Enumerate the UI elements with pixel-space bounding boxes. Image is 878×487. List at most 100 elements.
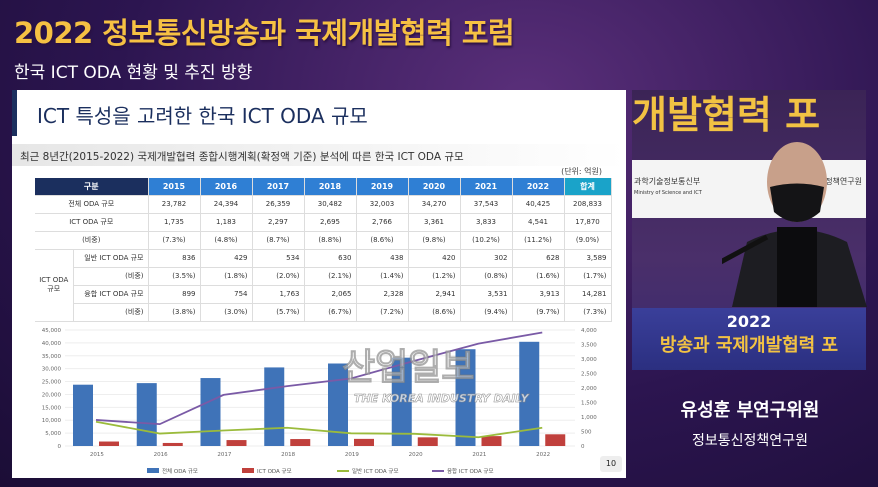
table-cell: 534 bbox=[252, 249, 305, 268]
table-cell: 30,482 bbox=[304, 195, 357, 214]
row-label: ICT ODA 규모 bbox=[35, 213, 149, 232]
table-cell: (1.6%) bbox=[512, 267, 565, 286]
y-tick-label: 0 bbox=[58, 444, 62, 450]
y-tick-label: 30,000 bbox=[42, 367, 62, 373]
table-cell: 3,833 bbox=[460, 213, 513, 232]
x-tick-label: 2018 bbox=[281, 452, 295, 458]
table-cell: (9.0%) bbox=[564, 231, 612, 250]
x-tick-label: 2022 bbox=[536, 452, 550, 458]
bar-ict-oda bbox=[545, 434, 566, 446]
table-cell: 1,183 bbox=[200, 213, 253, 232]
header-cell: 2021 bbox=[460, 178, 513, 196]
table-cell: (8.6%) bbox=[356, 231, 409, 250]
table-cell: 4,541 bbox=[512, 213, 565, 232]
header-cell: 2018 bbox=[304, 178, 357, 196]
table-cell: 429 bbox=[200, 249, 253, 268]
table-cell: 14,281 bbox=[564, 285, 612, 304]
table-row: ICT ODA 규모 1,735 1,183 2,297 2,695 2,766 3,361… bbox=[35, 213, 612, 232]
table-cell: (8.6%) bbox=[408, 303, 461, 322]
video-banner: 개발협력 포 bbox=[632, 93, 821, 137]
bar-total-oda bbox=[455, 349, 476, 446]
table-cell: (3.8%) bbox=[148, 303, 201, 322]
slide-subtitle: 최근 8년간(2015-2022) 국제개발협력 종합시행계획(확정액 기준) … bbox=[12, 144, 626, 166]
table-cell: (7.2%) bbox=[356, 303, 409, 322]
x-tick-label: 2020 bbox=[409, 452, 423, 458]
table-cell: (11.2%) bbox=[512, 231, 565, 250]
y2-tick-label: 1,000 bbox=[581, 415, 597, 421]
x-tick-label: 2019 bbox=[345, 452, 359, 458]
table-cell: (3.0%) bbox=[200, 303, 253, 322]
y2-tick-label: 2,000 bbox=[581, 386, 597, 392]
table-cell: (2.0%) bbox=[252, 267, 305, 286]
table-cell: (3.5%) bbox=[148, 267, 201, 286]
x-tick-label: 2017 bbox=[217, 452, 231, 458]
table-cell: 420 bbox=[408, 249, 461, 268]
row-label: (비중) bbox=[35, 231, 149, 250]
watermark-sub: THE KOREA INDUSTRY DAILY bbox=[354, 392, 529, 406]
y2-tick-label: 4,000 bbox=[581, 328, 597, 334]
row-label: (비중) bbox=[73, 303, 149, 322]
table-row: (비중) (3.8%) (3.0%) (5.7%) (6.7%) (7.2%) (8.6%)… bbox=[35, 303, 612, 322]
table-cell: 2,695 bbox=[304, 213, 357, 232]
table-cell: (9.7%) bbox=[512, 303, 565, 322]
table-cell: 2,065 bbox=[304, 285, 357, 304]
speaker-video: 개발협력 포 과학기술정보통신부 Ministry of Science and… bbox=[632, 90, 867, 370]
board-left-sub: Ministry of Science and ICT bbox=[634, 190, 702, 196]
board-right: 보통신정책연구원 bbox=[803, 177, 862, 186]
x-tick-label: 2015 bbox=[90, 452, 104, 458]
y-tick-label: 5,000 bbox=[45, 431, 61, 437]
table-row: 전체 ODA 규모 23,782 24,394 26,359 30,482 32,003 3… bbox=[35, 195, 612, 214]
header-cell: 2015 bbox=[148, 178, 201, 196]
y2-tick-label: 0 bbox=[581, 444, 585, 450]
table-cell: 26,359 bbox=[252, 195, 305, 214]
bar-ict-oda bbox=[99, 441, 119, 446]
table-header-row: 구분 2015 2016 2017 2018 2019 2020 2021 2022 합계 bbox=[35, 178, 612, 196]
bar-ict-oda bbox=[354, 438, 374, 446]
table-cell: 2,941 bbox=[408, 285, 461, 304]
table-row: (비중) (3.5%) (1.8%) (2.0%) (2.1%) (1.4%) (1.2%)… bbox=[35, 267, 612, 286]
table-cell: (9.4%) bbox=[460, 303, 513, 322]
bar-total-oda bbox=[73, 384, 93, 446]
table-cell: (4.8%) bbox=[200, 231, 253, 250]
page-number: 10 bbox=[600, 456, 622, 472]
legend-label: 전체 ODA 규모 bbox=[162, 467, 198, 475]
speaker-org: 정보통신정책연구원 bbox=[692, 433, 808, 449]
table-cell: 2,297 bbox=[252, 213, 305, 232]
x-tick-label: 2016 bbox=[154, 452, 168, 458]
table-cell: 37,543 bbox=[460, 195, 513, 214]
bar-ict-oda bbox=[417, 437, 438, 446]
bar-ict-oda bbox=[162, 442, 183, 446]
table-row: (비중) (7.3%) (4.8%) (8.7%) (8.8%) (8.6%) (9.8%)… bbox=[35, 231, 612, 250]
table-cell: (9.8%) bbox=[408, 231, 461, 250]
table-cell: 1,735 bbox=[148, 213, 201, 232]
y-tick-label: 25,000 bbox=[42, 380, 62, 386]
table-cell: (6.7%) bbox=[304, 303, 357, 322]
y-tick-label: 15,000 bbox=[42, 405, 62, 411]
table-row: 융합 ICT ODA 규모 899 754 1,763 2,065 2,328 2,941 3… bbox=[35, 285, 612, 304]
speaker-figure bbox=[722, 142, 867, 307]
table-cell: (8.7%) bbox=[252, 231, 305, 250]
header-cell: 2019 bbox=[356, 178, 409, 196]
table-cell: 438 bbox=[356, 249, 409, 268]
slide-title: ICT 특성을 고려한 한국 ICT ODA 규모 bbox=[37, 104, 368, 128]
bar-ict-oda bbox=[290, 439, 311, 446]
header-cell: 2020 bbox=[408, 178, 461, 196]
table-cell: 40,425 bbox=[512, 195, 565, 214]
presentation-slide: ICT 특성을 고려한 한국 ICT ODA 규모 최근 8년간(2015-20… bbox=[12, 90, 626, 478]
group-label: ICT ODA 규모 bbox=[35, 249, 74, 322]
bottom-year: 2022 bbox=[726, 312, 772, 331]
board-left: 과학기술정보통신부 bbox=[634, 177, 701, 186]
table-cell: 302 bbox=[460, 249, 513, 268]
table-cell: 3,589 bbox=[564, 249, 612, 268]
table-cell: 32,003 bbox=[356, 195, 409, 214]
table-cell: (7.3%) bbox=[148, 231, 201, 250]
header-cell: 2016 bbox=[200, 178, 253, 196]
y-tick-label: 45,000 bbox=[42, 328, 62, 334]
table-cell: (8.8%) bbox=[304, 231, 357, 250]
table-cell: (1.2%) bbox=[408, 267, 461, 286]
header-cell: 합계 bbox=[564, 178, 612, 196]
bar-total-oda bbox=[264, 367, 285, 446]
line-general-ict-oda bbox=[95, 420, 543, 439]
table-cell: (10.2%) bbox=[460, 231, 513, 250]
y2-tick-label: 500 bbox=[581, 430, 592, 436]
